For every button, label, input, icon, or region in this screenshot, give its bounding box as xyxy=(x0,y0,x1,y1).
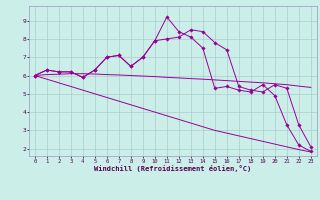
X-axis label: Windchill (Refroidissement éolien,°C): Windchill (Refroidissement éolien,°C) xyxy=(94,165,252,172)
